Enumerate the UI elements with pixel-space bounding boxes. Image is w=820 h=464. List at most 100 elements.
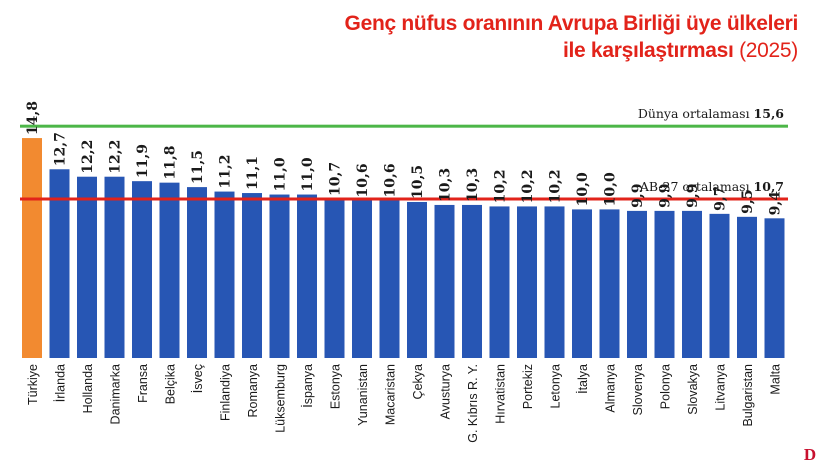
category-label-15: Avusturya: [439, 364, 453, 419]
reference-line-label-0: Dünya ortalaması 15,6: [638, 106, 784, 121]
category-label-10: İspanya: [301, 364, 315, 408]
bar-24: [682, 210, 702, 358]
value-label-10: 11,0: [300, 157, 316, 191]
title-line-1: Genç nüfus oranının Avrupa Birliği üye ü…: [344, 12, 799, 35]
bar-8: [242, 193, 262, 358]
bar-19: [544, 206, 565, 358]
value-label-5: 11,8: [163, 146, 179, 180]
bar-14: [407, 201, 427, 358]
category-label-9: Lüksemburg: [274, 364, 288, 433]
value-label-26: 9,5: [740, 189, 756, 213]
category-label-16: G. Kıbrıs R. Y.: [466, 364, 480, 443]
reference-line-value-1: 10,7: [754, 179, 784, 194]
category-label-4: Fransa: [136, 364, 150, 403]
category-label-7: Finlandiya: [219, 364, 233, 421]
category-label-19: Letonya: [549, 364, 563, 409]
title-year: (2025): [739, 39, 798, 62]
value-label-24: 9,9: [685, 184, 701, 208]
category-label-3: Danimarka: [109, 364, 123, 424]
reference-line-name-1: AB-27 ortalaması: [639, 179, 754, 194]
bar-15: [434, 204, 455, 358]
category-label-17: Hırvatistan: [494, 364, 508, 424]
category-label-27: Malta: [769, 364, 783, 395]
value-label-9: 11,0: [273, 157, 289, 191]
bar-20: [572, 209, 592, 358]
bar-7: [214, 191, 235, 358]
value-label-4: 11,9: [135, 144, 151, 178]
reference-line-name-0: Dünya ortalaması: [638, 106, 754, 121]
value-label-20: 10,0: [575, 172, 591, 206]
bar-17: [489, 206, 510, 358]
value-label-19: 10,2: [548, 169, 564, 203]
value-label-18: 10,2: [520, 169, 536, 203]
reference-line-0: [20, 124, 788, 128]
category-label-23: Polonya: [659, 364, 673, 409]
bar-18: [517, 206, 537, 358]
value-label-0: 14,8: [25, 101, 41, 135]
bar-13: [379, 200, 400, 358]
value-label-1: 12,7: [53, 132, 69, 166]
bar-12: [352, 200, 372, 358]
category-label-1: İrlanda: [54, 364, 68, 402]
category-label-21: Almanya: [604, 364, 618, 413]
value-label-11: 10,7: [328, 162, 344, 196]
bar-22: [627, 210, 647, 358]
category-label-14: Çekya: [411, 364, 425, 399]
category-label-24: Slovakya: [686, 364, 700, 415]
value-label-3: 12,2: [108, 140, 124, 174]
bar-3: [104, 176, 125, 358]
category-label-6: İsveç: [191, 364, 205, 393]
bar-23: [654, 210, 675, 358]
category-label-0: Türkiye: [26, 364, 40, 405]
bar-11: [324, 198, 345, 358]
bar-21: [599, 209, 620, 358]
value-label-14: 10,5: [410, 165, 426, 199]
value-label-22: 9,9: [630, 184, 646, 208]
reference-line-label-1: AB-27 ortalaması 10,7: [639, 179, 784, 194]
bar-27: [764, 218, 785, 358]
bar-10: [297, 194, 317, 358]
title-line-2: ile karşılaştırması (2025): [178, 37, 798, 64]
bar-2: [77, 176, 97, 358]
value-label-8: 11,1: [245, 156, 261, 190]
value-label-23: 9,9: [658, 184, 674, 208]
bar-4: [132, 181, 152, 358]
bar-0: [22, 138, 42, 358]
value-label-2: 12,2: [80, 140, 96, 174]
category-label-8: Romanya: [246, 364, 260, 418]
bar-5: [159, 182, 180, 358]
bar-6: [187, 187, 207, 358]
category-label-11: Estonya: [329, 364, 343, 409]
value-label-27: 9,4: [768, 191, 784, 216]
category-label-13: Macaristan: [384, 364, 398, 425]
value-label-25: 9,7: [713, 186, 729, 210]
bar-1: [49, 169, 70, 358]
value-label-13: 10,6: [383, 163, 399, 197]
value-label-16: 10,3: [465, 168, 481, 202]
category-label-5: Belçika: [164, 364, 178, 404]
category-label-2: Hollanda: [81, 364, 95, 413]
category-label-25: Litvanya: [714, 364, 728, 411]
category-label-12: Yunanistan: [356, 364, 370, 426]
title-line-2-text: ile karşılaştırması: [562, 39, 734, 62]
category-label-18: Portekiz: [521, 364, 535, 409]
reference-line-value-0: 15,6: [754, 106, 785, 121]
value-label-6: 11,5: [190, 150, 206, 184]
category-label-22: Slovenya: [631, 364, 645, 415]
category-label-20: İtalya: [576, 364, 590, 394]
logo-mark: D: [800, 446, 820, 464]
bar-16: [462, 204, 482, 358]
bar-25: [709, 213, 730, 358]
value-label-17: 10,2: [493, 169, 509, 203]
chart-title: Genç nüfus oranının Avrupa Birliği üye ü…: [178, 10, 799, 64]
bar-9: [269, 194, 290, 358]
reference-line-1: [20, 197, 788, 201]
bar-26: [737, 216, 757, 358]
value-label-7: 11,2: [218, 154, 234, 188]
category-label-26: Bulgaristan: [741, 364, 755, 427]
value-label-12: 10,6: [355, 163, 371, 197]
value-label-15: 10,3: [438, 168, 454, 202]
value-label-21: 10,0: [603, 172, 619, 206]
